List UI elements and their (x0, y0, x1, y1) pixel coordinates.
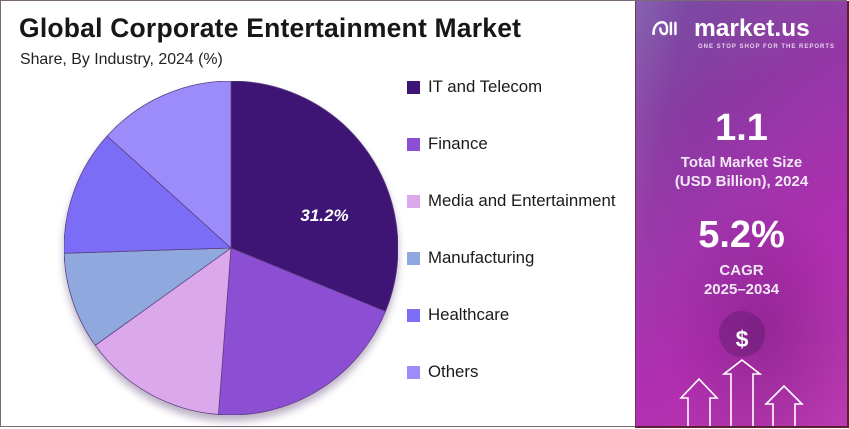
svg-text:31.2%: 31.2% (300, 206, 348, 225)
svg-text:$: $ (736, 326, 749, 352)
